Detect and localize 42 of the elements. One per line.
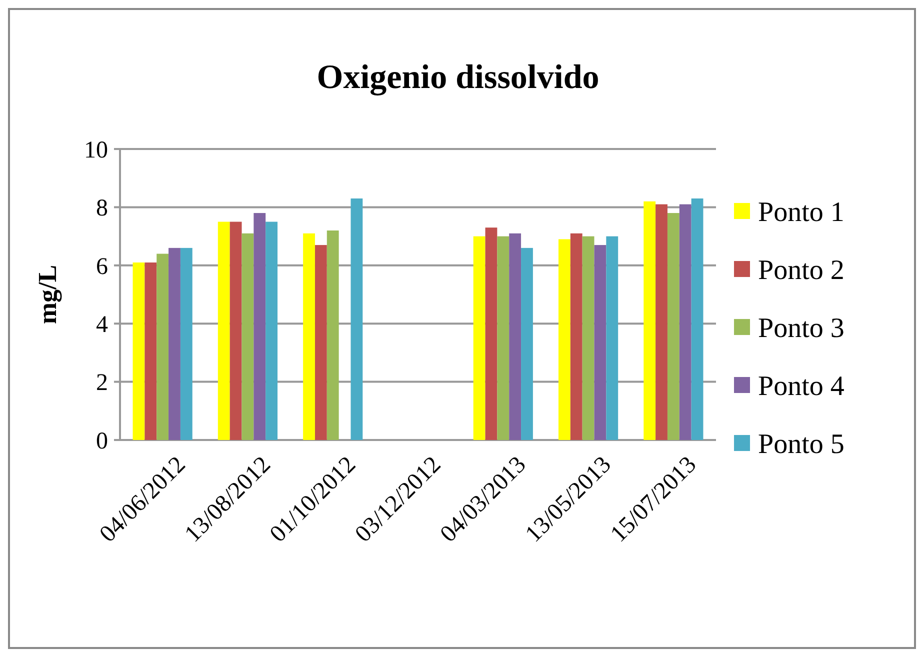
bar (679, 204, 692, 440)
bar (656, 204, 668, 440)
bar (230, 222, 242, 440)
legend-label: Ponto 4 (758, 370, 844, 402)
legend-label: Ponto 3 (758, 312, 844, 344)
bar (326, 230, 339, 440)
y-tick-label: 10 (84, 137, 108, 164)
bar (594, 245, 606, 440)
bar (303, 233, 315, 440)
legend-label: Ponto 2 (758, 254, 844, 286)
y-tick-label: 2 (96, 370, 108, 396)
y-tick-label: 6 (96, 254, 108, 280)
bar (180, 248, 192, 440)
bar (667, 213, 680, 440)
bar (606, 236, 618, 440)
bar (254, 213, 266, 440)
bar (144, 262, 157, 440)
legend-label: Ponto 5 (758, 428, 844, 460)
bar (168, 248, 180, 440)
bar (509, 233, 522, 440)
bar (350, 198, 363, 440)
bar (314, 245, 327, 440)
y-tick-label: 0 (96, 428, 108, 454)
bar (132, 262, 145, 440)
bar (521, 248, 533, 440)
bar (570, 233, 582, 440)
legend-label: Ponto 1 (758, 196, 844, 228)
bar (218, 222, 230, 440)
bar (485, 228, 498, 440)
bar (473, 236, 486, 440)
y-tick-label: 4 (96, 312, 108, 338)
bar (242, 233, 254, 440)
bar (582, 236, 594, 440)
bar (266, 222, 278, 440)
y-tick-label: 8 (96, 196, 108, 222)
chart-title: Oxigenio dissolvido (316, 59, 600, 96)
bar (497, 236, 510, 440)
y-axis-title: mg/L (33, 264, 62, 324)
bar (644, 201, 656, 440)
bar (691, 198, 704, 440)
bar (558, 239, 570, 440)
bar (156, 254, 169, 440)
